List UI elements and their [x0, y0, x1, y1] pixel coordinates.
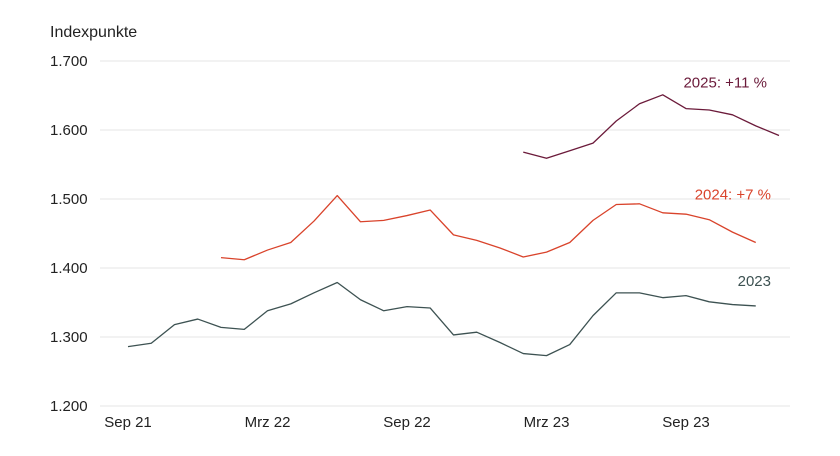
series-label-2023: 2023: [738, 273, 771, 290]
y-tick-label: 1.700: [50, 53, 88, 70]
x-axis-ticks: Sep 21 Mrz 22 Sep 22 Mrz 23 Sep 23: [104, 414, 710, 431]
series-label-2024: 2024: +7 %: [695, 186, 771, 203]
y-tick-label: 1.400: [50, 260, 88, 277]
series-lines: [127, 94, 780, 357]
series-line-2024: [220, 194, 757, 261]
y-tick-label: 1.300: [50, 329, 88, 346]
series-line-2023: [127, 281, 756, 357]
gridlines: [100, 60, 790, 407]
x-tick-label: Mrz 22: [245, 414, 291, 431]
y-axis-label: Indexpunkte: [50, 24, 137, 41]
x-tick-label: Mrz 23: [524, 414, 570, 431]
x-tick-label: Sep 22: [383, 414, 431, 431]
y-tick-label: 1.600: [50, 122, 88, 139]
y-tick-label: 1.500: [50, 191, 88, 208]
y-axis-ticks: 1.200 1.300 1.400 1.500 1.600 1.700: [50, 53, 88, 415]
series-label-2025: 2025: +11 %: [683, 75, 767, 92]
y-tick-label: 1.200: [50, 398, 88, 415]
x-tick-label: Sep 23: [662, 414, 710, 431]
series-line-2025: [523, 94, 780, 159]
x-tick-label: Sep 21: [104, 414, 152, 431]
series-labels: 2023 2024: +7 % 2025: +11 %: [683, 75, 771, 290]
